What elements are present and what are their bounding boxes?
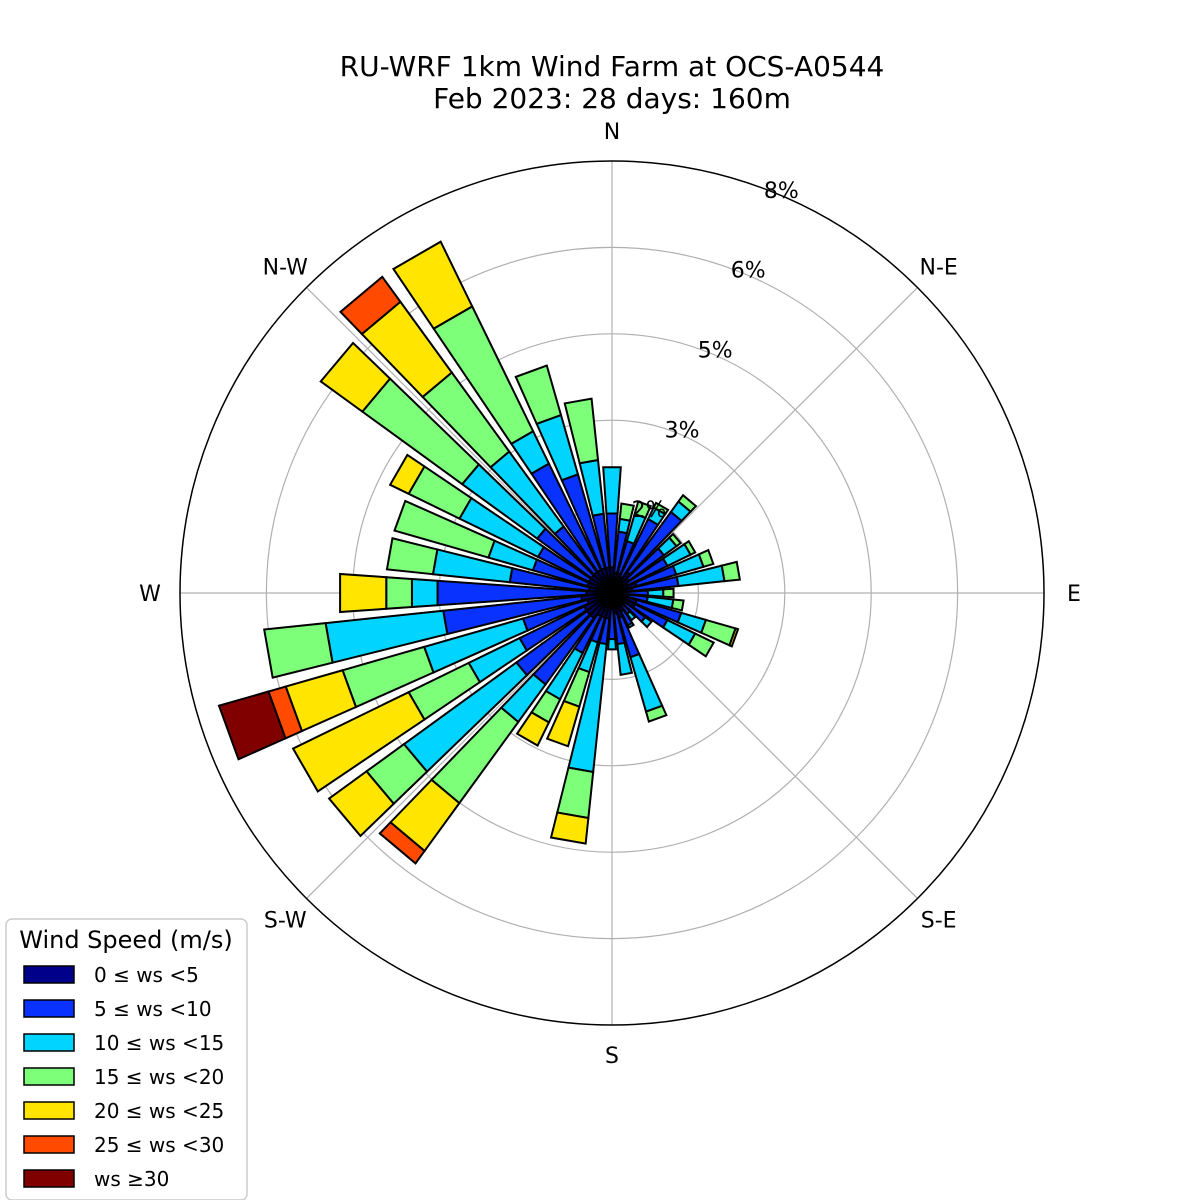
legend-swatch [23,1135,75,1154]
bar-segment-140-2 [625,610,637,622]
grid-spoke [611,592,918,899]
legend-swatch [23,965,75,984]
legend-swatch [23,1033,75,1052]
legend-label: 10 ≤ ws <15 [94,1031,224,1055]
bar-segment-270-4 [339,572,388,614]
bar-segment-130-2 [640,615,653,629]
legend: Wind Speed (m/s) 0 ≤ ws <5 5 ≤ ws <10 10 ≤… [5,918,248,1200]
bar-segment-350-3 [563,397,600,465]
bar-segment-160-3 [644,704,668,723]
bar-segment-150-2 [626,621,635,630]
bar-segment-180-2 [606,638,618,651]
outer-ring [179,160,1045,1026]
bar-segment-70-3 [697,548,715,568]
bar-segment-210-4 [515,711,551,747]
polar-labels: N N-E E S-E S S-W W N-W 2% 3% 5% 6% 8% [139,120,1081,1069]
direction-label-n: N [604,120,620,145]
bar-segment-170-2 [616,641,634,677]
bar-segment-100-3 [670,598,685,612]
bar-segment-80-3 [720,560,742,583]
bar-segment-230-4 [327,769,396,838]
bar-segment-190-3 [556,766,595,820]
bar-segment-20-3 [633,500,653,520]
bar-segment-0-2 [602,466,622,515]
bar-segment-280-3 [385,537,439,576]
bar-segment-40-3 [677,493,698,513]
grid-spoke [306,287,613,594]
bar-segment-10-3 [618,502,636,522]
chart-subtitle: Feb 2023: 28 days: 160m [433,82,791,115]
legend-title: Wind Speed (m/s) [19,926,233,954]
legend-label: ws ≥30 [94,1167,169,1191]
bar-segment-190-4 [549,811,590,845]
bar-segment-220-5 [378,821,426,865]
bar-segment-90-3 [662,587,675,599]
radial-tick-label: 3% [665,418,700,443]
radial-tick-label: 5% [698,339,733,364]
legend-swatch [23,1067,75,1086]
direction-label-s: S [605,1044,619,1069]
bar-segment-250-6 [217,690,287,761]
legend-label: 25 ≤ ws <30 [94,1133,224,1157]
bar-segment-260-3 [263,622,334,679]
bar-segment-60-3 [683,539,697,556]
direction-label-w: W [139,582,161,607]
legend-swatch [23,1169,75,1188]
direction-label-s-w: S-W [264,909,307,934]
legend-label: 20 ≤ ws <25 [94,1099,224,1123]
bar-segment-110-4 [728,627,740,648]
bar-segment-330-4 [392,240,474,330]
bar-segment-30-3 [652,501,670,516]
wind-rose-bars [217,240,742,865]
bar-segment-90-2 [646,588,665,598]
legend-label: 0 ≤ ws <5 [94,963,199,987]
bar-segment-300-4 [388,453,426,496]
direction-label-e: E [1067,582,1081,607]
bar-segment-290-3 [393,499,496,559]
legend-label: 15 ≤ ws <20 [94,1065,224,1089]
chart-title: RU-WRF 1km Wind Farm at OCS-A0544 [340,50,885,83]
bar-segment-270-3 [385,576,413,610]
radial-tick-label: 8% [764,179,799,204]
grid-spoke [306,592,613,899]
direction-label-n-w: N-W [263,255,309,280]
bar-segment-200-4 [545,699,581,748]
grid-spoke [611,287,918,594]
bar-segment-120-3 [687,632,716,658]
bar-segment-340-3 [514,364,563,426]
radial-tick-label: 6% [731,259,766,284]
legend-label: 5 ≤ ws <10 [94,997,212,1021]
bar-segment-270-2 [410,577,439,609]
legend-frame [5,918,248,1200]
bar-segment-160-2 [629,652,664,713]
direction-label-s-e: S-E [921,909,957,934]
legend-swatch [23,999,75,1018]
legend-items: 0 ≤ ws <5 5 ≤ ws <10 10 ≤ ws <15 15 ≤ ws <2… [23,963,224,1191]
bar-segment-320-5 [339,275,402,336]
radial-tick-label: 2% [632,498,667,523]
direction-label-n-e: N-E [920,255,958,280]
bar-segment-50-3 [667,532,683,548]
bar-segment-310-4 [319,341,392,413]
legend-swatch [23,1101,75,1120]
bar-segment-240-4 [291,690,426,793]
